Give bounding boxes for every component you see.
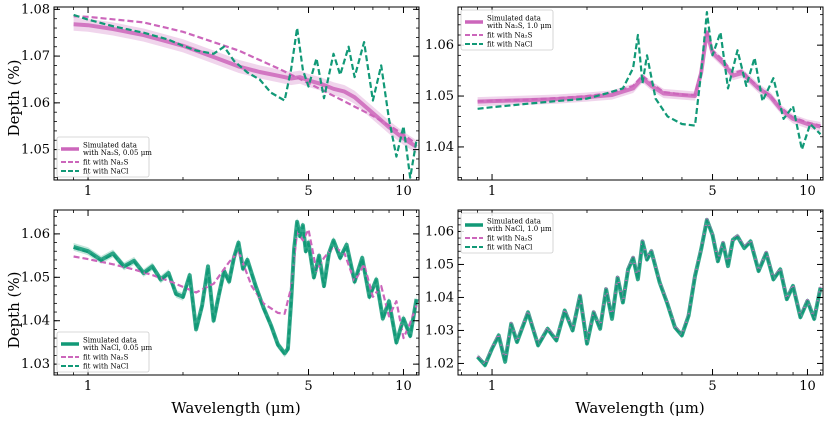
x-axis-label-left: Wavelength (μm): [171, 399, 300, 417]
legend-label-line2: with Na₂S, 0.05 μm: [83, 149, 152, 157]
legend-label: Simulated data: [487, 15, 541, 23]
y-tick-label: 1.04: [425, 140, 454, 155]
uncertainty-band: [477, 27, 821, 132]
legend-label-line2: with NaCl, 1.0 μm: [487, 225, 552, 233]
x-axis-label-right: Wavelength (μm): [575, 399, 704, 417]
axes-frame: [457, 6, 824, 181]
x-tick-label: 5: [304, 379, 312, 394]
y-tick-label: 1.06: [21, 96, 50, 111]
series-line-simulated: [73, 22, 418, 149]
axes-frame: [53, 209, 420, 376]
legend-label: fit with Na₂S: [83, 159, 129, 167]
series-line-fit-nacl: [476, 219, 822, 367]
plot-area: [73, 217, 419, 358]
plot-area: [476, 216, 823, 369]
x-tick-label: 5: [708, 379, 716, 394]
y-tick-label: 1.05: [425, 89, 454, 104]
legend-box: [56, 136, 150, 178]
y-tick-label: 1.04: [21, 314, 50, 329]
x-tick-label: 1: [488, 379, 496, 394]
y-tick-label: 1.05: [21, 143, 50, 158]
y-tick-label: 1.05: [425, 257, 454, 272]
legend-box: [460, 212, 554, 254]
y-tick-label: 1.04: [425, 290, 454, 305]
legend-label: Simulated data: [83, 142, 137, 150]
y-tick-label: 1.07: [21, 49, 50, 64]
legend-label: fit with NaCl: [83, 363, 129, 371]
y-tick-label: 1.05: [21, 270, 50, 285]
y-tick-label: 1.03: [425, 323, 454, 338]
y-tick-label: 1.08: [21, 2, 50, 17]
x-tick-label: 1: [84, 379, 92, 394]
x-tick-label: 10: [799, 184, 816, 199]
y-tick-label: 1.06: [425, 224, 454, 239]
y-tick-label: 1.06: [21, 227, 50, 242]
x-tick-label: 10: [395, 184, 412, 199]
legend-label: fit with NaCl: [83, 168, 129, 176]
y-axis-label-top: Depth (%): [5, 60, 23, 137]
panel-bottom-right: 1 5 10 1.02 1.03 1.04 1.05 1.06 Simulated datawi…: [425, 209, 824, 394]
y-tick-label: 1.06: [425, 38, 454, 53]
x-tick-label: 1: [488, 184, 496, 199]
plot-area: [477, 11, 822, 151]
series-line-fit-nacl: [73, 221, 418, 356]
legend-label: fit with NaCl: [487, 244, 533, 252]
x-tick-label: 10: [799, 379, 816, 394]
legend-label: fit with Na₂S: [487, 235, 533, 243]
series-line-fit-nacl: [477, 11, 822, 151]
legend-label: fit with Na₂S: [487, 32, 533, 40]
legend-label-line2: with Na₂S, 1.0 μm: [487, 22, 552, 30]
axes-frame: [457, 209, 824, 376]
legend-box: [56, 331, 150, 373]
series-line-fit-nacl: [73, 13, 418, 179]
legend-box: [460, 9, 554, 51]
legend-label: Simulated data: [487, 218, 541, 226]
x-tick-label: 5: [304, 184, 312, 199]
legend-label: Simulated data: [83, 337, 137, 345]
plot-area: [73, 13, 418, 179]
y-tick-label: 1.02: [425, 356, 454, 371]
x-tick-label: 5: [708, 184, 716, 199]
x-tick-label: 1: [84, 184, 92, 199]
legend-label: fit with NaCl: [487, 41, 533, 49]
x-tick-label: 10: [395, 379, 412, 394]
uncertainty-band: [73, 17, 417, 154]
y-tick-label: 1.03: [21, 357, 50, 372]
y-axis-label-bottom: Depth (%): [5, 272, 23, 349]
legend-label: fit with Na₂S: [83, 354, 129, 362]
legend-label-line2: with NaCl, 0.05 μm: [83, 344, 152, 352]
series-line-fit-na2s: [477, 28, 821, 127]
